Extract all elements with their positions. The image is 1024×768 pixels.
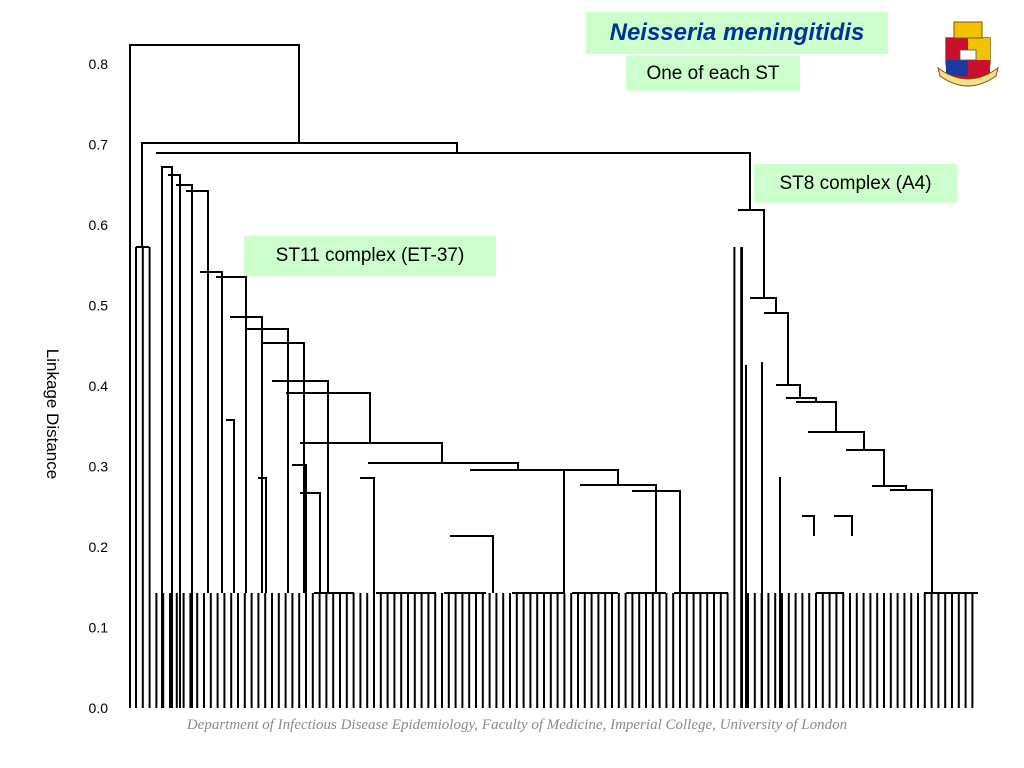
st11-sub3 <box>262 342 305 593</box>
st11-left <box>200 271 223 593</box>
st8-stems <box>745 362 781 708</box>
y-tick-label: 0.4 <box>89 378 109 394</box>
st8-sub10 <box>802 515 815 536</box>
st11-sub12 <box>632 490 681 593</box>
st11-mid <box>216 276 247 593</box>
st11-sub6 <box>300 442 443 463</box>
st8-sub1 <box>750 297 777 313</box>
st11-sub1 <box>230 316 263 593</box>
main-split <box>156 152 751 210</box>
stack-c <box>176 184 193 708</box>
y-tick-label: 0.8 <box>89 56 109 72</box>
st8-sub7 <box>846 449 885 486</box>
st11-sub4 <box>272 380 329 593</box>
stack-b <box>168 174 181 708</box>
st11-sub13 <box>292 464 307 593</box>
st8-top <box>738 209 765 298</box>
y-tick-label: 0.7 <box>89 137 109 153</box>
y-tick-label: 0.5 <box>89 298 109 314</box>
st8-sub9 <box>890 489 933 593</box>
st11-sub7 <box>368 462 519 470</box>
y-axis-title: Linkage Distance <box>43 348 62 480</box>
st8-sub8 <box>872 485 907 490</box>
y-axis-ticks: 0.0 0.1 0.2 0.3 0.4 0.5 0.6 0.7 0.8 <box>89 56 109 716</box>
top-split <box>141 142 458 247</box>
st8-sub11 <box>834 515 853 536</box>
stack-a <box>161 166 173 708</box>
y-tick-label: 0.6 <box>89 217 109 233</box>
root-branch <box>129 44 300 708</box>
st8-sub3 <box>776 384 801 398</box>
st11-sub11 <box>580 484 657 593</box>
imperial-college-crest-icon <box>937 21 999 87</box>
stack-d <box>186 190 209 593</box>
dendrogram-branches <box>129 44 978 708</box>
footer-credit: Department of Infectious Disease Epidemi… <box>186 717 848 733</box>
st11-sub17 <box>360 477 375 593</box>
st8-sub4 <box>786 397 817 402</box>
st11-sub9 <box>470 469 565 593</box>
st11-sub15 <box>226 419 235 593</box>
st8-sub6 <box>808 431 865 450</box>
st11-sub8 <box>450 535 494 593</box>
st11-sub16 <box>258 477 267 593</box>
st8-sub5 <box>796 401 837 432</box>
st8-sub2 <box>764 312 789 385</box>
st11-sub14 <box>300 492 321 593</box>
chart-subtitle: One of each ST <box>626 56 800 91</box>
y-tick-label: 0.2 <box>89 539 109 555</box>
cluster-label-st8: ST8 complex (A4) <box>754 164 957 203</box>
cluster-label-st11: ST11 complex (ET-37) <box>244 236 496 276</box>
chart-title: Neisseria meningitidis <box>586 12 888 54</box>
st11-sub2 <box>246 328 289 593</box>
y-tick-label: 0.1 <box>89 620 109 636</box>
st11-sub10 <box>510 469 619 485</box>
st11-sub5 <box>286 392 371 443</box>
y-tick-label: 0.0 <box>89 700 109 716</box>
y-tick-label: 0.3 <box>89 459 109 475</box>
